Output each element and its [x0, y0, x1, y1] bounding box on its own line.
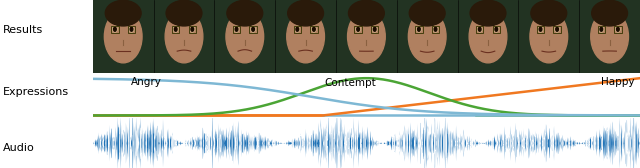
Ellipse shape — [616, 27, 620, 31]
Bar — [476, 26, 483, 33]
Bar — [493, 26, 500, 33]
Ellipse shape — [130, 27, 133, 31]
Ellipse shape — [495, 27, 498, 31]
Ellipse shape — [190, 26, 195, 32]
Ellipse shape — [494, 26, 499, 32]
Ellipse shape — [556, 27, 559, 31]
Ellipse shape — [226, 10, 264, 63]
Text: Happy: Happy — [601, 77, 634, 87]
Bar — [432, 26, 439, 33]
Ellipse shape — [372, 26, 377, 32]
Ellipse shape — [530, 10, 568, 63]
Ellipse shape — [191, 27, 194, 31]
Bar — [310, 26, 317, 33]
Ellipse shape — [417, 27, 420, 31]
Bar — [355, 26, 362, 33]
Ellipse shape — [477, 26, 482, 32]
Ellipse shape — [478, 27, 481, 31]
Ellipse shape — [434, 27, 437, 31]
Bar — [336, 0, 397, 73]
Ellipse shape — [417, 26, 421, 32]
Bar — [458, 0, 518, 73]
Ellipse shape — [234, 26, 239, 32]
Ellipse shape — [235, 27, 238, 31]
Bar — [554, 26, 561, 33]
Ellipse shape — [174, 27, 177, 31]
Ellipse shape — [539, 27, 542, 31]
Ellipse shape — [173, 26, 178, 32]
Ellipse shape — [129, 26, 134, 32]
Ellipse shape — [469, 10, 507, 63]
Text: Audio: Audio — [3, 143, 35, 153]
Ellipse shape — [592, 0, 627, 26]
Text: Angry: Angry — [131, 77, 162, 87]
Ellipse shape — [348, 10, 385, 63]
Ellipse shape — [251, 26, 255, 32]
Bar — [397, 0, 458, 73]
Bar — [371, 26, 378, 33]
Ellipse shape — [373, 27, 376, 31]
Ellipse shape — [408, 10, 446, 63]
Bar — [189, 26, 196, 33]
Bar — [233, 26, 240, 33]
Ellipse shape — [165, 10, 203, 63]
Ellipse shape — [288, 0, 323, 26]
Ellipse shape — [356, 26, 360, 32]
Bar — [518, 0, 579, 73]
Ellipse shape — [252, 27, 255, 31]
Ellipse shape — [433, 26, 438, 32]
Ellipse shape — [113, 26, 117, 32]
Ellipse shape — [356, 27, 360, 31]
Text: Expressions: Expressions — [3, 87, 69, 97]
Ellipse shape — [600, 27, 603, 31]
Ellipse shape — [531, 0, 566, 26]
Bar — [275, 0, 336, 73]
Bar — [250, 26, 257, 33]
Bar — [214, 0, 275, 73]
Ellipse shape — [616, 26, 620, 32]
Text: Results: Results — [3, 25, 44, 35]
Ellipse shape — [349, 0, 384, 26]
Bar — [537, 26, 544, 33]
Ellipse shape — [410, 0, 445, 26]
Bar — [579, 0, 640, 73]
Ellipse shape — [104, 10, 142, 63]
Bar — [128, 26, 135, 33]
Bar — [93, 0, 154, 73]
Bar — [598, 26, 605, 33]
Bar — [111, 26, 118, 33]
Ellipse shape — [296, 27, 299, 31]
Ellipse shape — [470, 0, 506, 26]
Text: Contempt: Contempt — [324, 78, 376, 88]
Ellipse shape — [113, 27, 116, 31]
Ellipse shape — [287, 10, 324, 63]
Ellipse shape — [227, 0, 262, 26]
Ellipse shape — [295, 26, 300, 32]
Ellipse shape — [591, 10, 628, 63]
Bar — [172, 26, 179, 33]
Ellipse shape — [166, 0, 202, 26]
Bar — [415, 26, 422, 33]
Ellipse shape — [312, 27, 316, 31]
Ellipse shape — [555, 26, 559, 32]
Ellipse shape — [538, 26, 543, 32]
Bar — [614, 26, 621, 33]
Ellipse shape — [599, 26, 604, 32]
Ellipse shape — [106, 0, 141, 26]
Bar — [154, 0, 214, 73]
Bar — [294, 26, 301, 33]
Ellipse shape — [312, 26, 316, 32]
